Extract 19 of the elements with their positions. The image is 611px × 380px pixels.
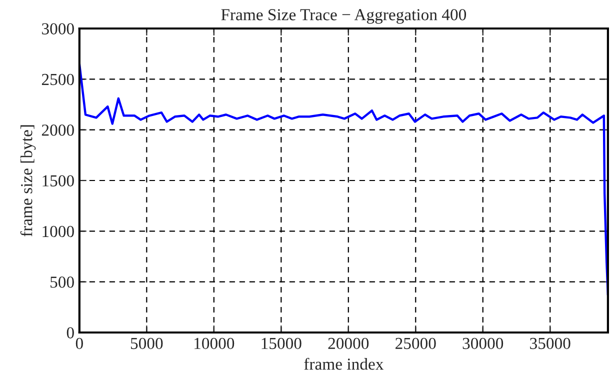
x-tick-label: 10000 <box>194 338 234 350</box>
x-tick-label: 35000 <box>530 338 570 350</box>
y-tick-label: 500 <box>50 276 74 288</box>
y-tick-label: 3000 <box>42 23 74 34</box>
y-axis-title: frame size [byte] <box>20 125 36 236</box>
x-tick-label: 0 <box>76 338 83 350</box>
y-tick-label: 2500 <box>42 74 74 86</box>
x-tick-label: 30000 <box>462 338 504 350</box>
x-tick-label: 15000 <box>262 338 302 350</box>
y-tick-label: 0 <box>66 327 74 338</box>
y-tick-label: 1000 <box>42 226 74 238</box>
x-tick-label: 25000 <box>396 338 436 350</box>
x-tick-label: 5000 <box>130 338 163 350</box>
y-tick-label: 1500 <box>42 175 74 186</box>
line-series <box>79 62 608 296</box>
chart-title: Frame Size Trace − Aggregation 400 <box>221 9 466 24</box>
y-tick-label: 2000 <box>42 124 74 136</box>
x-axis-title: frame index <box>304 358 384 370</box>
x-tick-label: 20000 <box>328 338 369 350</box>
